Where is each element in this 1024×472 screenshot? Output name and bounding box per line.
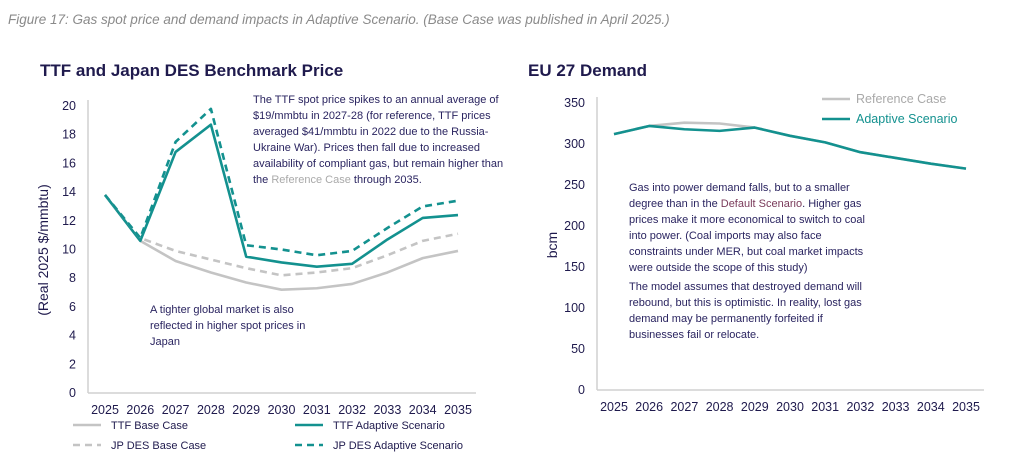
y-tick-label: 0 [578,383,585,397]
legend-label: JP DES Adaptive Scenario [333,440,463,452]
y-tick-label: 4 [69,329,76,343]
x-tick-label: 2034 [917,400,945,414]
note-ref: Reference Case [271,174,351,186]
x-tick-label: 2032 [846,400,874,414]
note-text: Gas into power demand falls, but to a sm… [629,182,850,210]
y-tick-label: 6 [69,300,76,314]
note-text: . Higher gas prices make it more economi… [629,198,865,274]
x-tick-label: 2025 [600,400,628,414]
x-tick-label: 2031 [303,403,331,417]
right-chart-title: EU 27 Demand [528,61,648,80]
x-tick-label: 2028 [197,403,225,417]
y-tick-label: 0 [69,386,76,400]
y-tick-label: 2 [69,357,76,371]
ttf-annotation: The TTF spot price spikes to an annual a… [253,92,513,188]
x-tick-label: 2027 [162,403,190,417]
y-tick-label: 18 [62,128,76,142]
y-tick-label: 350 [564,96,585,110]
y-axis-label: bcm [544,232,560,258]
x-tick-label: 2026 [126,403,154,417]
y-tick-label: 200 [564,219,585,233]
y-tick-label: 20 [62,99,76,113]
x-tick-label: 2030 [268,403,296,417]
x-tick-label: 2035 [952,400,980,414]
y-tick-label: 50 [571,342,585,356]
demand-annotation-2: The model assumes that destroyed demand … [629,281,862,341]
legend-label: JP DES Base Case [111,440,206,452]
x-tick-label: 2025 [91,403,119,417]
y-tick-label: 150 [564,260,585,274]
x-tick-label: 2035 [444,403,472,417]
note-text: through 2035. [350,174,422,186]
figure-caption: Figure 17: Gas spot price and demand imp… [8,12,670,27]
note-text: The TTF spot price spikes to an annual a… [253,94,504,186]
left-chart-title: TTF and Japan DES Benchmark Price [40,61,344,80]
y-tick-label: 100 [564,301,585,315]
legend-label: TTF Base Case [111,420,188,432]
demand-annotation-1: Gas into power demand falls, but to a sm… [629,180,869,276]
x-tick-label: 2027 [670,400,698,414]
legend-label: Adaptive Scenario [856,112,958,126]
x-tick-label: 2030 [776,400,804,414]
x-tick-label: 2032 [338,403,366,417]
x-tick-label: 2034 [409,403,437,417]
y-tick-label: 12 [62,214,76,228]
x-tick-label: 2033 [373,403,401,417]
x-tick-label: 2031 [811,400,839,414]
legend-label: TTF Adaptive Scenario [333,420,445,432]
series-line-adaptive-scenario [613,124,967,170]
japan-annotation: A tighter global market is also reflecte… [150,304,306,348]
y-tick-label: 8 [69,271,76,285]
x-tick-label: 2029 [741,400,769,414]
series-line-ttf-adaptive-scenario [103,123,459,269]
x-tick-label: 2028 [706,400,734,414]
y-tick-label: 300 [564,137,585,151]
y-tick-label: 16 [62,156,76,170]
y-tick-label: 14 [62,185,76,199]
legend-label: Reference Case [856,92,946,106]
x-tick-label: 2033 [882,400,910,414]
y-tick-label: 10 [62,243,76,257]
y-tick-label: 250 [564,178,585,192]
note-def: Default Scenario [720,198,803,210]
x-tick-label: 2026 [635,400,663,414]
x-tick-label: 2029 [232,403,260,417]
series-line-jp-des-adaptive-scenario [103,107,459,257]
y-axis-label: (Real 2025 $/mmbtu) [35,184,51,316]
series-line-ttf-base-case [103,194,459,291]
